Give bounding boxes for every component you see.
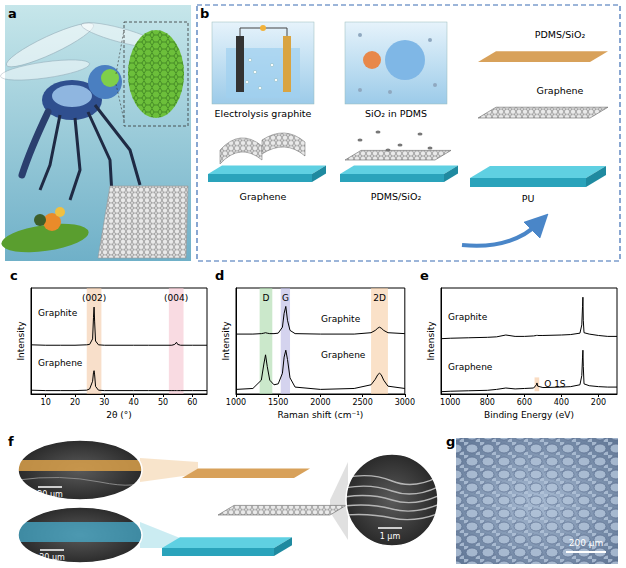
svg-text:Intensity: Intensity — [16, 321, 26, 361]
svg-text:c: c — [10, 268, 18, 283]
svg-text:2500: 2500 — [352, 398, 372, 407]
svg-text:Graphene: Graphene — [448, 362, 493, 372]
svg-text:f: f — [8, 434, 14, 449]
svg-text:b: b — [200, 6, 209, 21]
svg-text:Binding Energy (eV): Binding Energy (eV) — [484, 410, 574, 420]
svg-text:30: 30 — [99, 398, 109, 407]
svg-text:20 μm: 20 μm — [39, 553, 65, 562]
svg-text:10: 10 — [41, 398, 51, 407]
svg-text:20: 20 — [70, 398, 80, 407]
svg-text:60: 60 — [187, 398, 197, 407]
svg-text:a: a — [8, 6, 17, 21]
svg-text:Intensity: Intensity — [221, 321, 231, 361]
svg-text:200: 200 — [591, 398, 606, 407]
svg-text:Graphite: Graphite — [448, 312, 488, 322]
svg-text:2000: 2000 — [310, 398, 330, 407]
svg-text:40: 40 — [129, 398, 139, 407]
svg-text:d: d — [215, 268, 224, 283]
svg-text:(002): (002) — [82, 293, 106, 303]
svg-text:SiO₂ in PDMS: SiO₂ in PDMS — [365, 108, 427, 119]
svg-text:200 μm: 200 μm — [569, 538, 604, 548]
svg-text:2D: 2D — [373, 293, 386, 303]
svg-text:PDMS/SiO₂: PDMS/SiO₂ — [535, 29, 586, 40]
svg-text:Raman shift (cm⁻¹): Raman shift (cm⁻¹) — [278, 410, 364, 420]
svg-text:g: g — [446, 434, 455, 449]
svg-text:1500: 1500 — [268, 398, 288, 407]
svg-text:PU: PU — [522, 193, 535, 204]
svg-text:Graphene: Graphene — [240, 191, 287, 202]
svg-text:400: 400 — [554, 398, 569, 407]
svg-text:Electrolysis graphite: Electrolysis graphite — [215, 108, 312, 119]
svg-text:Graphene: Graphene — [38, 358, 83, 368]
svg-text:(004): (004) — [164, 293, 188, 303]
svg-text:2θ (°): 2θ (°) — [106, 410, 132, 420]
svg-text:20 μm: 20 μm — [37, 490, 63, 499]
svg-text:3000: 3000 — [395, 398, 415, 407]
svg-text:e: e — [420, 268, 429, 283]
svg-text:Graphite: Graphite — [38, 308, 78, 318]
svg-text:D: D — [262, 293, 269, 303]
svg-text:G: G — [282, 293, 289, 303]
svg-text:1 μm: 1 μm — [380, 532, 401, 541]
svg-text:Graphene: Graphene — [537, 85, 584, 96]
svg-text:PDMS/SiO₂: PDMS/SiO₂ — [371, 191, 422, 202]
svg-text:Graphite: Graphite — [321, 314, 361, 324]
svg-text:Intensity: Intensity — [426, 321, 436, 361]
svg-text:1000: 1000 — [440, 398, 460, 407]
svg-text:800: 800 — [480, 398, 495, 407]
svg-text:50: 50 — [158, 398, 168, 407]
svg-text:O 1S: O 1S — [544, 379, 566, 390]
svg-text:600: 600 — [517, 398, 532, 407]
svg-text:Graphene: Graphene — [321, 350, 366, 360]
svg-text:1000: 1000 — [226, 398, 246, 407]
